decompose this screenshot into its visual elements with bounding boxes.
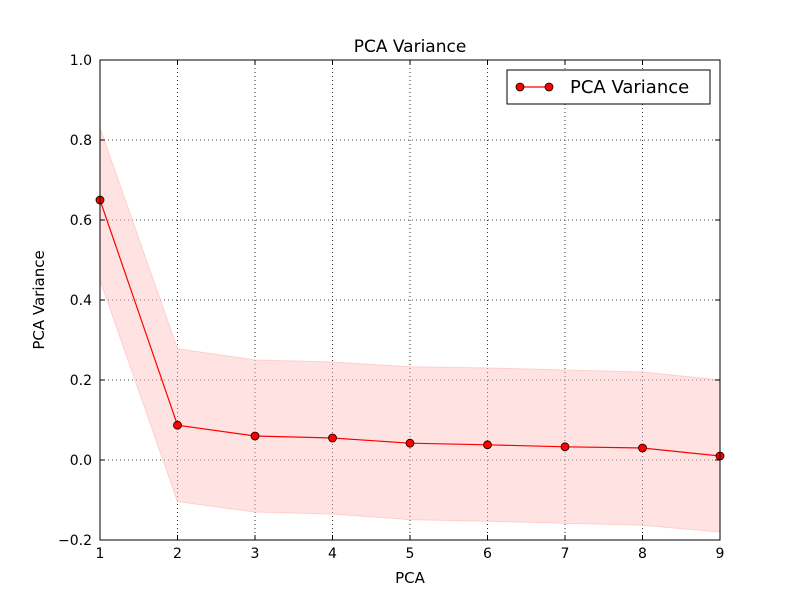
x-tick-label: 5 — [406, 546, 415, 562]
x-tick-label: 8 — [638, 546, 647, 562]
x-tick-label: 4 — [328, 546, 337, 562]
x-tick-label: 9 — [716, 546, 725, 562]
data-point — [638, 443, 647, 453]
x-axis-label: PCA — [395, 569, 426, 587]
x-tick-label: 1 — [96, 546, 105, 562]
legend: PCA Variance — [506, 69, 711, 105]
x-tick-label: 7 — [561, 546, 570, 562]
data-point — [173, 420, 182, 430]
data-point — [328, 433, 337, 443]
y-tick-label: −0.2 — [58, 533, 92, 549]
data-point — [560, 442, 570, 452]
y-tick-label: 0.8 — [70, 133, 92, 149]
legend-marker — [515, 82, 525, 92]
y-tick-label: 0.4 — [70, 293, 92, 309]
data-point — [250, 431, 260, 441]
legend-label: PCA Variance — [570, 77, 689, 98]
y-tick-label: 0.6 — [70, 213, 92, 229]
legend-marker — [544, 82, 554, 92]
x-tick-label: 6 — [483, 546, 492, 562]
x-tick-label: 2 — [173, 546, 182, 562]
plot-area: 1 2 3 4 5 6 7 8 9 −0.2 0.0 0.2 0.4 0.6 0.8 1.0 — [58, 53, 724, 562]
y-tick-label: 0.2 — [70, 373, 92, 389]
data-point — [405, 438, 415, 448]
y-tick-label: 1.0 — [70, 53, 92, 69]
chart-title: PCA Variance — [354, 37, 467, 57]
y-tick-label: 0.0 — [70, 453, 92, 469]
x-tick-label: 3 — [251, 546, 260, 562]
y-axis-label: PCA Variance — [30, 250, 48, 349]
data-point — [483, 440, 492, 450]
